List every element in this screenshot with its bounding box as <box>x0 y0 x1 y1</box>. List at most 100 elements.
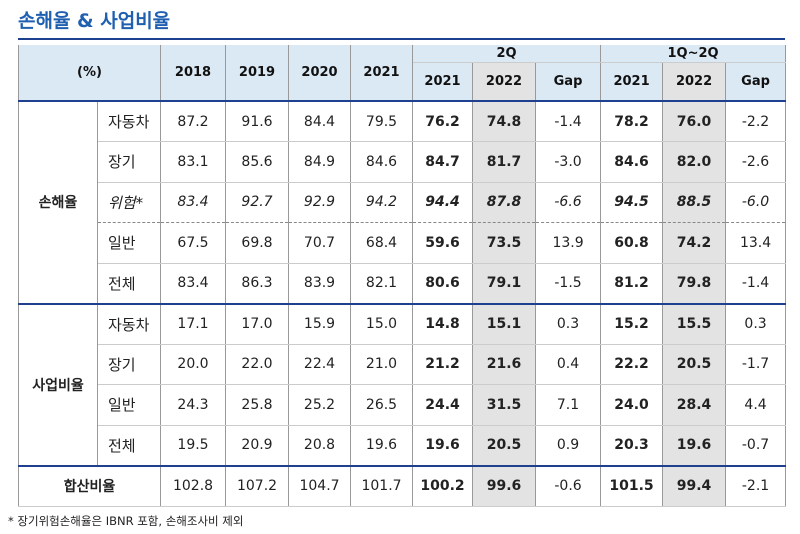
value-cell: 84.6 <box>350 141 414 183</box>
value-cell: 0.3 <box>535 302 602 345</box>
value-cell: 101.7 <box>350 464 414 507</box>
value-cell: 79.5 <box>350 100 414 142</box>
period-header: 2Q <box>412 45 602 63</box>
value-cell: 83.4 <box>160 181 227 223</box>
value-cell: 70.7 <box>288 222 352 264</box>
year-header: 2019 <box>225 45 290 102</box>
year-header: 2020 <box>288 45 352 102</box>
value-cell: -1.4 <box>535 100 602 142</box>
value-cell: 107.2 <box>225 464 290 507</box>
value-cell: 76.0 <box>662 100 727 142</box>
value-cell: -3.0 <box>535 141 602 183</box>
row-label: 위험* <box>96 181 162 223</box>
period-column-header: 2022 <box>662 62 727 102</box>
period-column-header: Gap <box>725 62 787 102</box>
value-cell: 60.8 <box>600 222 664 264</box>
value-cell: 25.8 <box>225 384 290 426</box>
row-label: 장기 <box>96 344 162 385</box>
unit-label: (%) <box>17 45 162 102</box>
value-cell: 17.1 <box>160 302 227 345</box>
footnote: * 장기위험손해율은 IBNR 포함, 손해조사비 제외 <box>8 514 244 528</box>
value-cell: 69.8 <box>225 222 290 264</box>
header-row: (%) 2018 2019 2020 2021 2Q 1Q~2Q <box>17 45 787 102</box>
value-cell: 22.2 <box>600 344 664 385</box>
value-cell: 15.1 <box>472 302 537 345</box>
value-cell: 21.2 <box>412 344 474 385</box>
data-row: 일반 24.3 25.8 25.2 26.5 24.4 31.5 7.1 24.0 28.4 4.4 <box>19 384 787 426</box>
row-label: 자동차 <box>96 302 162 345</box>
value-cell: 20.9 <box>225 425 290 466</box>
ratio-table: (%) 2018 2019 2020 2021 2Q 1Q~2Q 2021 2022 Gap 202… <box>17 45 787 507</box>
value-cell: 92.9 <box>288 181 352 223</box>
year-header: 2018 <box>160 45 227 102</box>
value-cell: 99.6 <box>472 464 537 507</box>
value-cell: -0.6 <box>535 464 602 507</box>
value-cell: 82.0 <box>662 141 727 183</box>
value-cell: 22.0 <box>225 344 290 385</box>
period-column-header: Gap <box>535 62 602 102</box>
row-label: 전체 <box>96 263 162 304</box>
value-cell: 94.4 <box>412 181 474 223</box>
value-cell: 94.5 <box>600 181 664 223</box>
row-label: 자동차 <box>96 100 162 142</box>
value-cell: -0.7 <box>725 425 787 466</box>
value-cell: 67.5 <box>160 222 227 264</box>
value-cell: 83.1 <box>160 141 227 183</box>
period-header: 1Q~2Q <box>600 45 787 63</box>
value-cell: 79.1 <box>472 263 537 304</box>
total-row: 합산비율 102.8 107.2 104.7 101.7 100.2 99.6 -0.6 101… <box>17 464 787 507</box>
value-cell: 79.8 <box>662 263 727 304</box>
value-cell: -2.1 <box>725 464 787 507</box>
value-cell: 19.6 <box>662 425 727 466</box>
value-cell: 31.5 <box>472 384 537 426</box>
value-cell: 7.1 <box>535 384 602 426</box>
value-cell: 73.5 <box>472 222 537 264</box>
value-cell: 21.6 <box>472 344 537 385</box>
value-cell: 24.4 <box>412 384 474 426</box>
value-cell: 74.8 <box>472 100 537 142</box>
value-cell: 100.2 <box>412 464 474 507</box>
value-cell: 20.0 <box>160 344 227 385</box>
table-body: 손해율 자동차 87.2 91.6 84.4 79.5 76.2 74.8 -1.4 78.2 76… <box>17 100 787 507</box>
row-label: 전체 <box>96 425 162 466</box>
value-cell: 0.9 <box>535 425 602 466</box>
value-cell: 19.6 <box>412 425 474 466</box>
value-cell: 81.2 <box>600 263 664 304</box>
value-cell: 91.6 <box>225 100 290 142</box>
value-cell: 99.4 <box>662 464 727 507</box>
value-cell: 76.2 <box>412 100 474 142</box>
data-row: 위험* 83.4 92.7 92.9 94.2 94.4 87.8 -6.6 94.5 88.5-… <box>19 181 787 223</box>
value-cell: 0.4 <box>535 344 602 385</box>
value-cell: -1.5 <box>535 263 602 304</box>
value-cell: -6.0 <box>725 181 787 223</box>
group-label: 손해율 <box>18 100 98 304</box>
row-label: 일반 <box>96 222 162 264</box>
data-row: 장기 83.1 85.6 84.9 84.6 84.7 81.7 -3.0 84.6 82.0 -2… <box>19 141 787 183</box>
value-cell: 87.8 <box>472 181 537 223</box>
value-cell: 17.0 <box>225 302 290 345</box>
data-row: 전체 83.4 86.3 83.9 82.1 80.6 79.1 -1.5 81.2 79.8 -1… <box>19 263 787 304</box>
period-column-header: 2022 <box>472 62 537 102</box>
value-cell: 13.9 <box>535 222 602 264</box>
value-cell: 4.4 <box>725 384 787 426</box>
value-cell: 87.2 <box>160 100 227 142</box>
value-cell: 84.6 <box>600 141 664 183</box>
value-cell: 14.8 <box>412 302 474 345</box>
data-row: 손해율 자동차 87.2 91.6 84.4 79.5 76.2 74.8 -1.4 78.2 76… <box>18 100 787 304</box>
data-row: 장기 20.0 22.0 22.4 21.0 21.2 21.6 0.4 22.2 20.5 -1.… <box>19 344 787 385</box>
group-label: 사업비율 <box>18 302 98 466</box>
value-cell: 15.9 <box>288 302 352 345</box>
value-cell: 86.3 <box>225 263 290 304</box>
value-cell: 94.2 <box>350 181 414 223</box>
value-cell: 19.5 <box>160 425 227 466</box>
value-cell: 15.0 <box>350 302 414 345</box>
value-cell: -6.6 <box>535 181 602 223</box>
row-label: 일반 <box>96 384 162 426</box>
table-header: (%) 2018 2019 2020 2021 2Q 1Q~2Q 2021 2022 Gap 202… <box>17 45 787 102</box>
data-row: 전체 19.5 20.9 20.8 19.6 19.6 20.5 0.9 20.3 19.6 -0.… <box>19 425 787 466</box>
value-cell: 15.2 <box>600 302 664 345</box>
value-cell: 20.5 <box>662 344 727 385</box>
value-cell: 84.7 <box>412 141 474 183</box>
value-cell: 0.3 <box>725 302 787 345</box>
